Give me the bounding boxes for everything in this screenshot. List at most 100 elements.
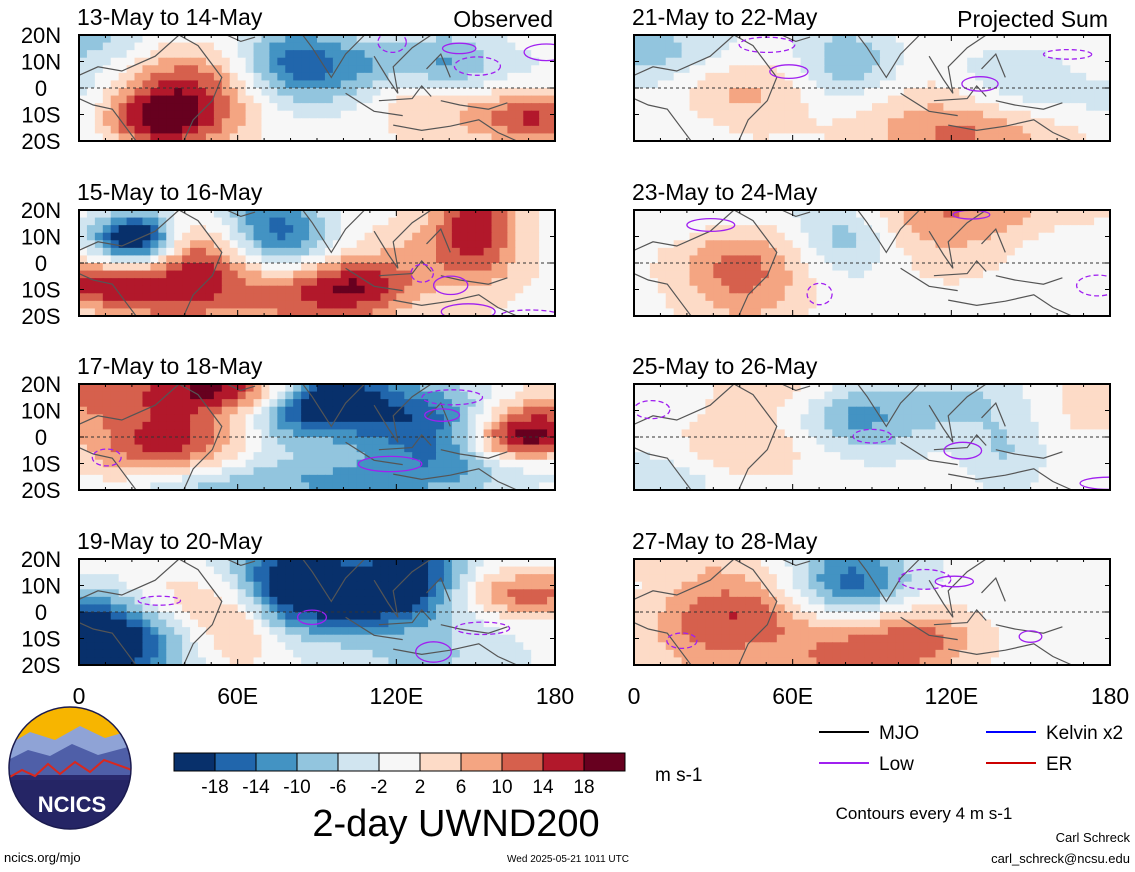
low-contours [686, 210, 1110, 306]
lat-label: 20N [21, 198, 61, 223]
low-contours [377, 35, 555, 76]
colorbar-swatch [255, 752, 298, 772]
panel-date: 27-May to 28-May [632, 528, 818, 554]
lon-label: 60E [772, 683, 813, 709]
lat-label: 10S [21, 452, 60, 477]
wind-shading [79, 210, 555, 316]
lat-label: 0 [35, 425, 47, 450]
map-panel: 17-May to 18-May [77, 353, 556, 491]
colorbar-tick: -10 [283, 777, 310, 798]
lon-label: 60E [217, 683, 258, 709]
panel-date: 19-May to 20-May [77, 528, 263, 554]
colorbar-swatch [460, 752, 503, 772]
coastlines [634, 35, 1073, 141]
lat-label: 10N [21, 574, 61, 599]
panel-tag: Observed [453, 6, 553, 32]
colorbar-swatch [542, 752, 585, 772]
colorbar-tick: -2 [371, 777, 388, 798]
colorbar-tick: 18 [573, 777, 594, 798]
lon-label: 120E [369, 683, 423, 709]
coastlines [634, 210, 1073, 316]
lon-label: 180 [536, 683, 574, 709]
map-panel: 25-May to 26-May [632, 353, 1111, 491]
wind-shading [79, 559, 555, 665]
colorbar-tick: 2 [415, 777, 426, 798]
lon-label: 0 [73, 683, 86, 709]
panel-date: 13-May to 14-May [77, 4, 263, 30]
map-panel: 23-May to 24-May [632, 179, 1111, 317]
lat-label: 20S [21, 653, 60, 678]
colorbar-swatch [337, 752, 380, 772]
panel-date: 21-May to 22-May [632, 4, 818, 30]
colorbar: -18 -14 -10 -6 -2 2 6 10 14 18 [173, 752, 626, 798]
wind-shading [79, 384, 555, 490]
low-contours [738, 36, 1093, 92]
colorbar-swatch [501, 752, 544, 772]
map-panel: 27-May to 28-May [632, 528, 1111, 666]
colorbar-units: m s-1 [655, 765, 703, 786]
low-contours [410, 263, 555, 316]
ncics-logo: NCICS [8, 706, 132, 830]
coastlines [79, 559, 518, 665]
map-panel: 13-May to 14-May Observed [77, 4, 556, 142]
colorbar-tick: -18 [201, 777, 228, 798]
lat-label: 0 [35, 76, 47, 101]
lat-label: 10S [21, 103, 60, 128]
colorbar-tick: 6 [456, 777, 467, 798]
lat-label: 10N [21, 50, 61, 75]
lon-label: 180 [1091, 683, 1129, 709]
footer-email: carl_schreck@ncsu.edu [991, 851, 1130, 866]
lat-label: 10S [21, 278, 60, 303]
longitude-labels: 0 60E 120E 180 0 60E 120E 180 [73, 683, 1130, 709]
wind-shading [634, 384, 1110, 490]
colorbar-tick: -14 [242, 777, 270, 798]
lat-label: 20N [21, 23, 61, 48]
colorbar-swatch [173, 752, 216, 772]
footer-author: Carl Schreck [1056, 830, 1131, 845]
footer-site: ncics.org/mjo [4, 850, 81, 865]
lon-label: 120E [924, 683, 978, 709]
lat-label: 20S [21, 304, 60, 329]
legend-label: Kelvin x2 [1046, 723, 1123, 744]
lat-label: 10N [21, 399, 61, 424]
map-panel: 21-May to 22-May Projected Sum [632, 4, 1111, 142]
logo-label: NCICS [38, 792, 106, 817]
colorbar-swatch [419, 752, 462, 772]
lat-label: 10S [21, 627, 60, 652]
coastlines [79, 210, 518, 316]
map-panel: 19-May to 20-May [77, 528, 556, 666]
coastlines [79, 384, 518, 490]
lat-label: 20S [21, 129, 60, 154]
legend-label: Low [879, 754, 914, 775]
lat-label: 20N [21, 372, 61, 397]
colorbar-swatch [296, 752, 339, 772]
coastlines [634, 384, 1073, 490]
latitude-labels: 20N10N010S20S20N10N010S20S20N10N010S20S2… [21, 23, 61, 678]
low-contours [666, 568, 1043, 650]
lat-label: 0 [35, 251, 47, 276]
colorbar-tick: -6 [330, 777, 347, 798]
low-contours [137, 595, 511, 663]
contour-note: Contours every 4 m s-1 [836, 804, 1013, 823]
colorbar-swatch [214, 752, 257, 772]
panel-date: 15-May to 16-May [77, 179, 263, 205]
colorbar-swatch [583, 752, 626, 772]
legend-label: MJO [879, 723, 919, 744]
low-contours [91, 389, 484, 473]
lon-label: 0 [628, 683, 641, 709]
lat-label: 0 [35, 600, 47, 625]
figure-title: 2-day UWND200 [312, 803, 599, 845]
coastlines [79, 35, 518, 141]
legend: MJO Kelvin x2 Low ER [819, 723, 1123, 775]
panel-date: 23-May to 24-May [632, 179, 818, 205]
lat-label: 20N [21, 547, 61, 572]
wind-shading [634, 210, 1110, 316]
panel-date: 25-May to 26-May [632, 353, 818, 379]
colorbar-tick: 14 [532, 777, 554, 798]
panel-tag: Projected Sum [957, 6, 1108, 32]
wind-shading [634, 559, 1110, 665]
footer-timestamp: Wed 2025-05-21 1011 UTC [507, 854, 629, 865]
map-panel: 15-May to 16-May [77, 179, 556, 317]
lat-label: 10N [21, 225, 61, 250]
